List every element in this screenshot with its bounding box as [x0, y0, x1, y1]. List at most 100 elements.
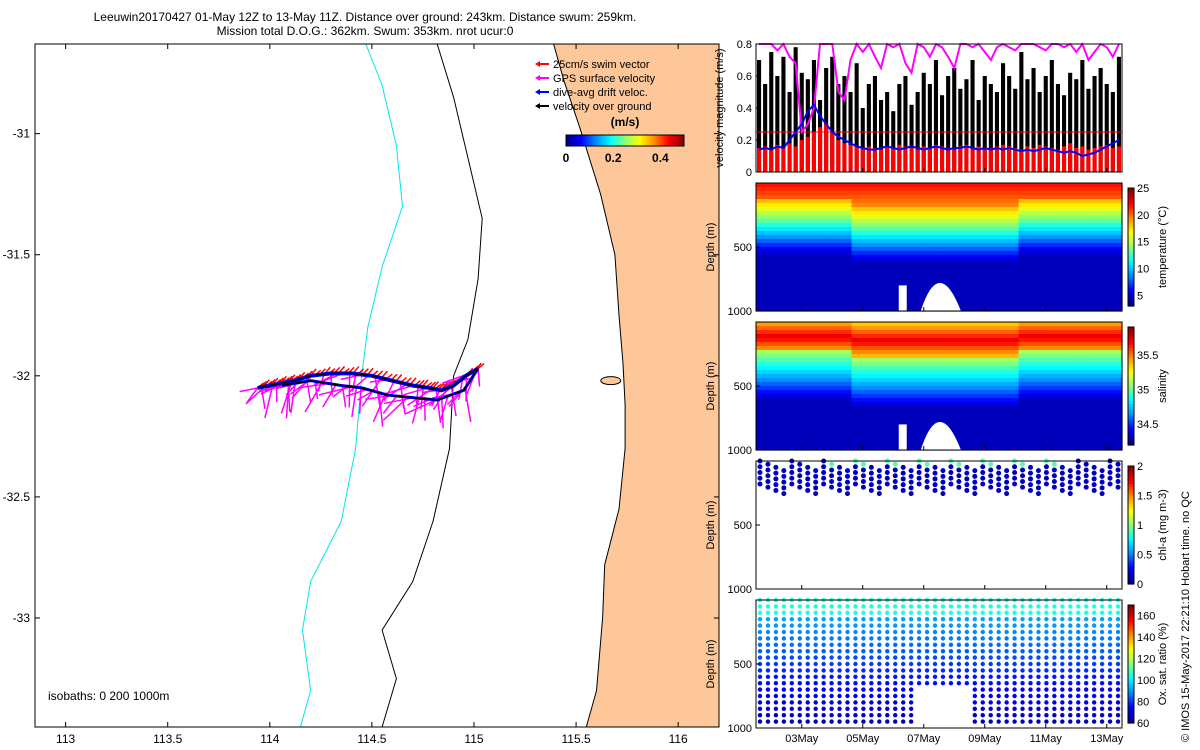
legend-entry: 25cm/s swim vector: [553, 59, 650, 71]
salinity-cell: [962, 406, 972, 411]
oxygen-point: [805, 649, 810, 654]
oxygen-point: [813, 674, 818, 679]
oxygen-point: [1115, 693, 1121, 699]
temperature-cell: [827, 207, 837, 212]
oxygen-point: [877, 674, 882, 679]
oxygen-point: [893, 661, 898, 667]
chl-point: [829, 473, 835, 479]
temperature-cell: [1074, 295, 1083, 300]
velocity-bar: [1074, 79, 1079, 172]
oxygen-point: [821, 604, 826, 609]
temperature-cell: [795, 291, 805, 296]
oxygen-point: [813, 687, 818, 692]
chl-point: [1051, 484, 1057, 490]
salinity-cell: [811, 398, 821, 403]
temperature-cell: [1090, 263, 1099, 268]
temperature-cell: [1074, 299, 1083, 304]
temperature-cell: [1066, 303, 1075, 308]
temperature-cell: [883, 199, 892, 204]
salinity-cell: [756, 418, 765, 423]
temperature-cell: [915, 291, 924, 296]
salinity-cell: [907, 382, 916, 387]
salinity-cell: [819, 366, 829, 371]
oxygen-point: [1068, 693, 1073, 699]
oxygen-point: [773, 629, 779, 635]
oxygen-point: [789, 719, 795, 724]
temperature-cell: [1042, 259, 1051, 264]
salinity-cell: [1090, 362, 1099, 367]
velocity-bar: [921, 146, 926, 172]
salinity-cell: [875, 438, 884, 443]
salinity-cell: [923, 382, 932, 387]
temperature-cell: [970, 211, 980, 216]
temperature-cell: [915, 231, 924, 236]
temperature-cell: [1018, 259, 1028, 264]
salinity-cell: [1082, 326, 1091, 331]
salinity-cell: [970, 338, 980, 343]
salinity-cell: [827, 350, 837, 355]
salinity-cell: [1034, 374, 1044, 379]
salinity-cell: [1050, 422, 1059, 427]
velocity-bar: [976, 100, 981, 172]
oxygen-point: [964, 674, 970, 679]
salinity-cell: [1106, 442, 1115, 447]
salinity-cell: [1010, 406, 1020, 411]
temperature-cell: [803, 299, 813, 304]
depth-colorbar-cell: [1128, 605, 1134, 609]
salinity-cell: [915, 366, 924, 371]
temperature-cell: [994, 195, 1004, 200]
salinity-cell: [859, 330, 868, 335]
temperature-cell: [771, 219, 781, 224]
chl-point: [1083, 473, 1089, 479]
oxygen-point: [908, 719, 914, 724]
temperature-cell: [1090, 231, 1099, 236]
temperature-cell: [891, 199, 900, 204]
temperature-cell: [803, 203, 813, 208]
temperature-cell: [923, 287, 932, 292]
oxygen-point: [837, 655, 842, 660]
temperature-cell: [907, 239, 916, 244]
temperature-cell: [970, 243, 980, 248]
salinity-cell: [986, 410, 996, 415]
velocity-bar: [1043, 76, 1048, 172]
salinity-cell: [994, 338, 1004, 343]
salinity-cell: [907, 406, 916, 411]
temperature-cell: [931, 259, 940, 264]
temperature-cell: [867, 207, 876, 212]
temperature-cell: [1018, 287, 1028, 292]
salinity-cell: [1066, 370, 1075, 375]
oxygen-point: [853, 687, 858, 692]
salinity-cell: [962, 370, 972, 375]
temperature-cell: [1066, 247, 1075, 252]
salinity-cell: [1066, 350, 1075, 355]
oxygen-point: [1060, 661, 1065, 667]
chl-point: [1004, 468, 1010, 474]
temperature-cell: [986, 187, 996, 192]
salinity-cell: [1090, 426, 1099, 431]
salinity-cell: [851, 426, 861, 431]
temperature-cell: [763, 211, 773, 216]
velocity-bar: [1092, 148, 1097, 172]
velocity-line: [758, 103, 1120, 158]
velocity-bar: [958, 146, 963, 172]
salinity-cell: [899, 322, 908, 327]
temperature-cell: [867, 239, 876, 244]
chl-point: [1004, 485, 1010, 491]
salinity-cell: [795, 330, 805, 335]
temperature-cell: [1098, 215, 1107, 220]
salinity-cell: [1098, 446, 1107, 451]
oxygen-point: [1004, 617, 1009, 622]
salinity-cell: [915, 434, 924, 439]
temperature-cell: [994, 255, 1004, 260]
temperature-cell: [1018, 307, 1028, 312]
salinity-cell: [907, 442, 916, 447]
salinity-cell: [867, 398, 876, 403]
temperature-cell: [939, 251, 948, 256]
temperature-cell: [1066, 275, 1075, 280]
salinity-cell: [978, 414, 988, 419]
salinity-cell: [851, 438, 861, 443]
temperature-cell: [835, 267, 845, 272]
oxygen-point: [1012, 700, 1017, 705]
salinity-cell: [779, 350, 789, 355]
salinity-cell: [931, 378, 940, 383]
